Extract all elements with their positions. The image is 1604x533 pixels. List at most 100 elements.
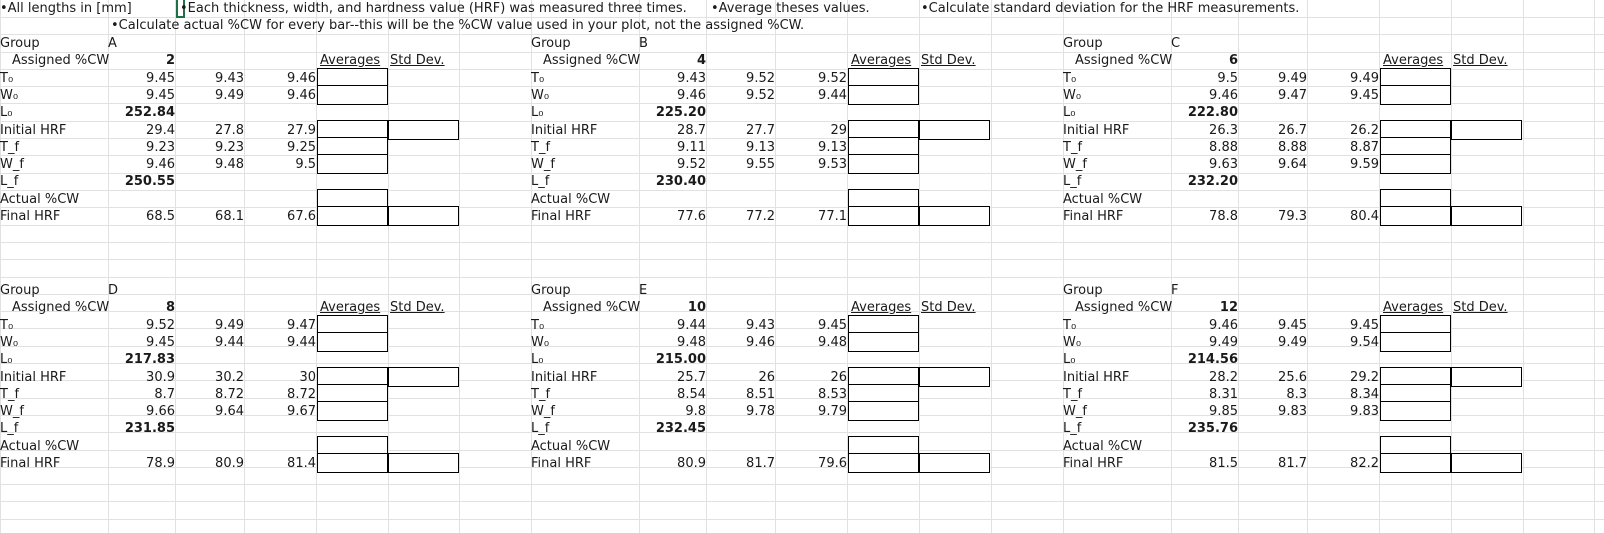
W0-value-2: 9.47	[1278, 88, 1307, 103]
W0-value-2: 9.52	[746, 88, 775, 103]
hrff-value-2: 81.7	[746, 456, 775, 471]
Wf-average-input[interactable]	[848, 401, 919, 421]
hrff-value-3: 79.6	[818, 456, 847, 471]
hrff-value-1: 78.9	[146, 456, 175, 471]
hrff-value-2: 81.7	[1278, 456, 1307, 471]
Lf-value: 231.85	[124, 421, 175, 436]
hrff-average-input[interactable]	[317, 206, 388, 226]
row-label-acw: Actual %CW	[1063, 439, 1143, 454]
active-cell[interactable]	[176, 0, 185, 18]
row-label-L0: L₀	[1063, 352, 1076, 367]
W0-value-3: 9.44	[818, 88, 847, 103]
W0-value-3: 9.44	[287, 335, 316, 350]
std-dev-header: Std Dev.	[921, 53, 976, 68]
hrff-value-2: 80.9	[215, 456, 244, 471]
W0-average-input[interactable]	[317, 332, 388, 352]
hrff-std-dev-input[interactable]	[919, 206, 990, 226]
Tf-value-2: 8.51	[746, 387, 775, 402]
T0-value-3: 9.46	[287, 71, 316, 86]
row-label-T0: T₀	[1063, 318, 1077, 333]
row-label-hrff: Final HRF	[1063, 209, 1124, 224]
assigned-cw-value: 2	[165, 53, 175, 68]
assigned-cw-label: Assigned %CW	[1075, 300, 1173, 315]
hrf0-value-3: 29.2	[1350, 370, 1379, 385]
hrff-std-dev-input[interactable]	[388, 453, 459, 473]
assigned-cw-label: Assigned %CW	[12, 300, 110, 315]
hrff-average-input[interactable]	[848, 206, 919, 226]
hrf0-std-dev-input[interactable]	[388, 367, 459, 387]
hrff-value-3: 67.6	[287, 209, 316, 224]
row-label-Tf: T_f	[1063, 140, 1083, 155]
hrf0-std-dev-input[interactable]	[919, 367, 990, 387]
T0-value-2: 9.43	[746, 318, 775, 333]
row-label-acw: Actual %CW	[0, 439, 80, 454]
Tf-value-3: 8.87	[1350, 140, 1379, 155]
hrff-value-3: 81.4	[287, 456, 316, 471]
hrff-average-input[interactable]	[848, 453, 919, 473]
assigned-cw-label: Assigned %CW	[1075, 53, 1173, 68]
hrff-std-dev-input[interactable]	[919, 453, 990, 473]
Tf-value-1: 8.31	[1209, 387, 1238, 402]
hrff-std-dev-input[interactable]	[388, 206, 459, 226]
Wf-value-1: 9.66	[146, 404, 175, 419]
hrff-value-3: 77.1	[818, 209, 847, 224]
row-label-Lf: L_f	[0, 421, 19, 436]
hrff-average-input[interactable]	[1380, 453, 1451, 473]
T0-value-2: 9.49	[215, 318, 244, 333]
row-label-hrff: Final HRF	[531, 209, 592, 224]
hrf0-value-3: 29	[830, 123, 847, 138]
Wf-average-input[interactable]	[317, 154, 388, 174]
T0-value-2: 9.45	[1278, 318, 1307, 333]
note-measured: •Each thickness, width, and hardness val…	[180, 1, 687, 16]
Lf-value: 230.40	[655, 174, 706, 189]
Wf-average-input[interactable]	[1380, 401, 1451, 421]
Wf-value-2: 9.83	[1278, 404, 1307, 419]
W0-average-input[interactable]	[848, 332, 919, 352]
hrf0-std-dev-input[interactable]	[1451, 367, 1522, 387]
row-label-W0: W₀	[1063, 88, 1082, 103]
assigned-cw-label: Assigned %CW	[543, 300, 641, 315]
W0-value-1: 9.45	[146, 88, 175, 103]
hrff-value-1: 80.9	[677, 456, 706, 471]
hrf0-std-dev-input[interactable]	[1451, 120, 1522, 140]
Wf-value-1: 9.46	[146, 157, 175, 172]
Lf-value: 232.20	[1187, 174, 1238, 189]
W0-average-input[interactable]	[1380, 85, 1451, 105]
note-stddev: •Calculate standard deviation for the HR…	[921, 1, 1300, 16]
assigned-cw-value: 8	[165, 300, 175, 315]
hrf0-value-3: 26	[830, 370, 847, 385]
Wf-value-2: 9.64	[1278, 157, 1307, 172]
row-label-T0: T₀	[0, 71, 14, 86]
Wf-average-input[interactable]	[1380, 154, 1451, 174]
hrff-average-input[interactable]	[317, 453, 388, 473]
assigned-cw-label: Assigned %CW	[12, 53, 110, 68]
row-label-hrff: Final HRF	[0, 209, 61, 224]
Wf-average-input[interactable]	[848, 154, 919, 174]
hrff-std-dev-input[interactable]	[1451, 453, 1522, 473]
T0-value-1: 9.5	[1217, 71, 1238, 86]
group-label: Group	[531, 36, 571, 51]
W0-value-1: 9.48	[677, 335, 706, 350]
hrff-value-2: 77.2	[746, 209, 775, 224]
row-label-hrf0: Initial HRF	[1063, 123, 1130, 138]
T0-value-2: 9.52	[746, 71, 775, 86]
row-label-Lf: L_f	[531, 174, 550, 189]
W0-average-input[interactable]	[1380, 332, 1451, 352]
hrff-average-input[interactable]	[1380, 206, 1451, 226]
L0-value: 225.20	[655, 105, 706, 120]
hrf0-std-dev-input[interactable]	[919, 120, 990, 140]
hrff-value-3: 82.2	[1350, 456, 1379, 471]
W0-average-input[interactable]	[848, 85, 919, 105]
Wf-value-2: 9.64	[215, 404, 244, 419]
hrf0-value-2: 26	[758, 370, 775, 385]
hrf0-std-dev-input[interactable]	[388, 120, 459, 140]
hrff-std-dev-input[interactable]	[1451, 206, 1522, 226]
hrf0-value-2: 27.7	[746, 123, 775, 138]
Wf-average-input[interactable]	[317, 401, 388, 421]
row-label-W0: W₀	[0, 88, 19, 103]
row-label-acw: Actual %CW	[531, 192, 611, 207]
row-label-Wf: W_f	[1063, 157, 1087, 172]
T0-value-1: 9.52	[146, 318, 175, 333]
W0-average-input[interactable]	[317, 85, 388, 105]
